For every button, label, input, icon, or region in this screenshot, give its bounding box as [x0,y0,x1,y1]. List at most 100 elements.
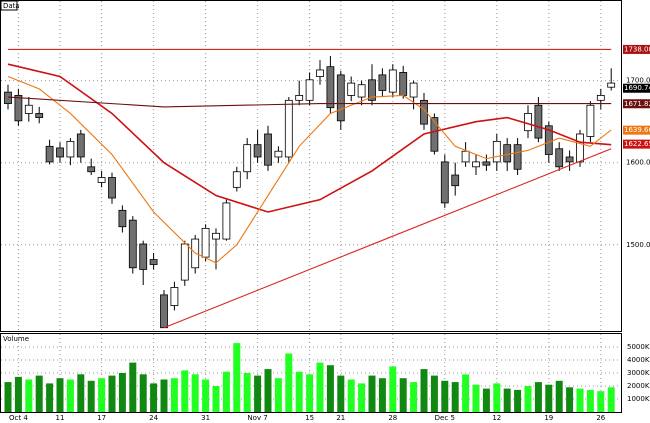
volume-bar [597,391,605,412]
candle-body [420,99,428,125]
volume-bar [514,389,522,412]
volume-bar [46,383,54,412]
candle-body [316,69,324,77]
candle-body [87,166,96,173]
volume-bar [170,378,178,412]
price-label-box [623,44,650,54]
candle-body [76,133,85,158]
candle-body [326,66,335,109]
candle-body [45,145,54,163]
candle-body [295,95,304,101]
candle-body [482,161,491,166]
candle-body [357,84,366,98]
candle-body [160,294,168,329]
y-tick-label: 3000K [627,369,650,377]
volume-bar [326,365,334,412]
volume-bar [243,373,251,412]
volume-bar [25,379,33,412]
title-box [0,0,18,11]
candle-body [180,243,189,281]
volume-bar [191,374,199,412]
volume-bar [233,343,241,412]
volume-bar [586,389,594,412]
price-label: 1738.00 [624,45,650,53]
volume-bar [295,371,303,412]
x-tick-label: Oct 4 [9,414,28,422]
volume-bar [264,369,272,412]
candle-body [576,133,584,163]
candle-body [430,117,439,152]
volume-bar [181,370,189,412]
volume-bar [430,375,438,412]
y-tick-label: 2000K [627,382,650,390]
volume-bar [524,386,532,412]
x-tick-label: 17 [97,414,106,422]
candle-body [336,74,345,122]
volume-bar [56,378,64,412]
price-label-box [623,125,650,135]
volume-bar [222,371,230,412]
candle-body [97,177,106,183]
x-tick-label: 12 [492,414,501,422]
x-tick-label: 21 [336,414,345,422]
volume-bar [66,379,74,412]
candle-body [149,259,158,265]
candle-body [139,243,148,270]
volume-bar [607,387,615,412]
volume-bar [420,369,428,412]
x-tick-label: 11 [56,414,65,422]
volume-bar [98,378,106,412]
indicator-line [163,148,612,329]
volume-bar [118,373,126,412]
candle-body [565,156,574,163]
candle-body [128,219,137,269]
indicator-line [7,96,612,108]
volume-bar [399,378,407,412]
volume-bar [451,382,459,412]
volume-bar [35,375,43,412]
candle-body [264,133,272,166]
price-label: 1690.74 [624,84,650,92]
y-tick-label: 1500.00 [626,241,650,249]
volume-bar [274,378,282,412]
candle-body [388,69,397,93]
candle-body [212,232,220,240]
price-panel [0,0,622,332]
volume-bar [441,380,449,412]
candle-body [170,287,179,306]
candle-body [24,104,33,114]
volume-bar [566,387,574,412]
indicator-line [7,63,612,213]
chart-title: Data [3,2,20,10]
volume-bar [316,362,324,412]
x-tick-label: 28 [388,414,397,422]
volume-bar [410,382,418,412]
volume-bar [462,374,470,412]
candle-body [451,174,460,187]
candle-body [201,227,210,258]
candle-body [586,104,595,137]
candle-body [555,148,564,168]
candle-body [14,95,23,122]
y-tick-label: 4000K [627,356,650,364]
volume-bar [254,375,262,412]
volume-bar [77,374,85,412]
candle-body [492,140,501,163]
indicator-line [7,76,612,264]
candle-body [118,209,127,228]
volume-bar [493,383,501,412]
volume-bar [378,378,386,412]
y-tick-label: 5000K [627,343,650,351]
volume-bar [482,388,490,412]
volume-bar [337,375,345,412]
candle-body [243,144,252,173]
price-label: 1639.66 [624,126,650,134]
candle-body [56,147,64,158]
volume-bar [202,379,210,412]
x-tick-label: 24 [149,414,158,422]
candle-body [66,140,75,158]
candle-body [513,144,522,170]
candle-body [4,91,12,105]
price-label-box [623,99,650,109]
price-label: 1671.82 [624,100,650,108]
